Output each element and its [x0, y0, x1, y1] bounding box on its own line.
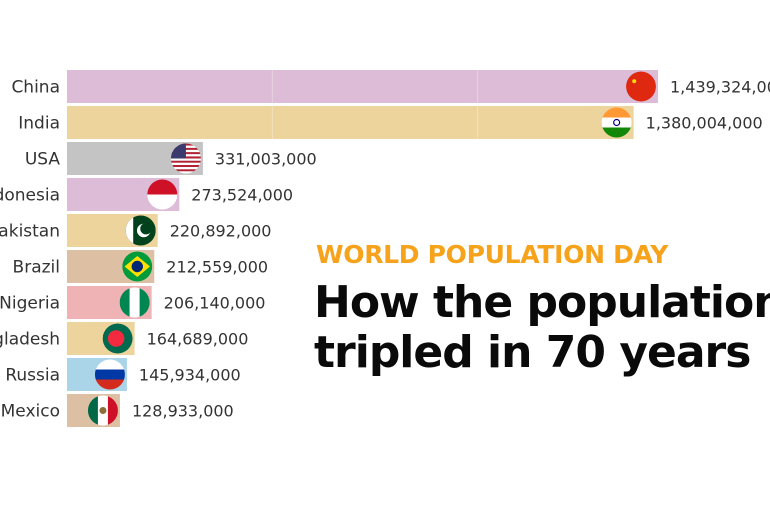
china-flag-icon	[626, 71, 656, 102]
bar-india	[67, 106, 634, 139]
category-label: Russia	[5, 366, 60, 386]
category-label: India	[18, 114, 60, 134]
india-flag-icon	[601, 107, 632, 138]
category-label: Pakistan	[0, 222, 60, 242]
category-label: Nigeria	[0, 294, 60, 314]
mexico-flag-icon	[87, 395, 118, 426]
headline: How the population tripled in 70 years	[314, 278, 770, 378]
usa-flag-icon	[170, 143, 201, 174]
value-label: 220,892,000	[170, 222, 272, 241]
category-label: Brazil	[13, 258, 60, 278]
value-label: 128,933,000	[132, 402, 234, 421]
value-label: 1,439,324,000	[670, 78, 770, 97]
category-label: China	[11, 78, 60, 98]
value-label: 164,689,000	[147, 330, 249, 349]
russia-flag-icon	[94, 359, 125, 390]
value-label: 212,559,000	[166, 258, 268, 277]
nigeria-flag-icon	[119, 287, 150, 318]
value-label: 1,380,004,000	[646, 114, 763, 133]
category-label: Indonesia	[0, 186, 60, 206]
category-label: Mexico	[1, 402, 60, 422]
value-label: 331,003,000	[215, 150, 317, 169]
kicker-text: WORLD POPULATION DAY	[316, 240, 669, 269]
bangladesh-flag-icon	[102, 323, 133, 354]
value-label: 206,140,000	[164, 294, 266, 313]
pakistan-flag-icon	[125, 215, 156, 246]
bar-china	[67, 70, 658, 103]
headline-line-2: tripled in 70 years	[314, 327, 751, 378]
value-label: 273,524,000	[191, 186, 293, 205]
headline-line-1: How the population	[314, 277, 770, 328]
indonesia-flag-icon	[147, 179, 178, 210]
category-label: Bangladesh	[0, 330, 60, 350]
brazil-flag-icon	[122, 251, 153, 282]
value-label: 145,934,000	[139, 366, 241, 385]
category-label: USA	[25, 150, 61, 170]
